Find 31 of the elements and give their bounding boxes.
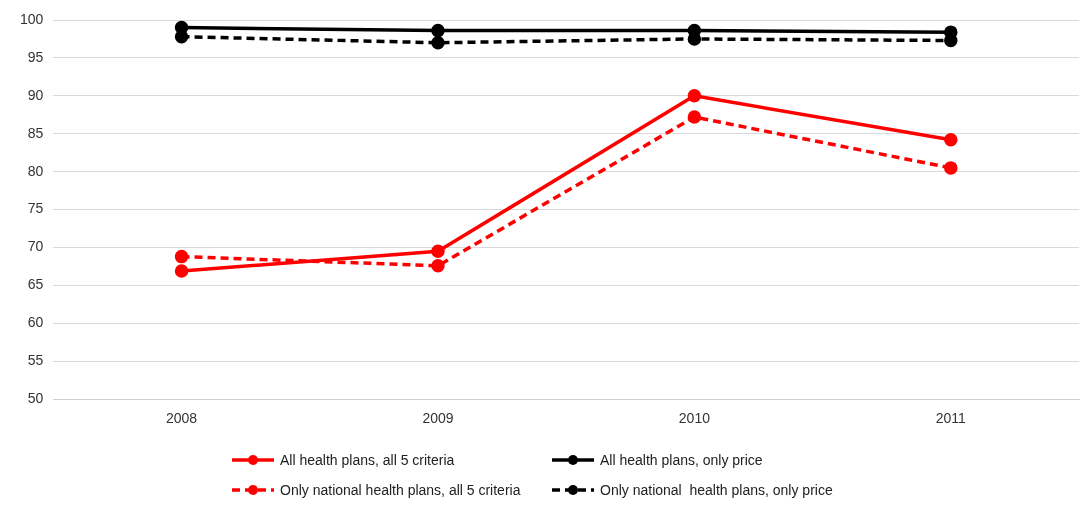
point: [944, 161, 958, 175]
legend-label: Only national health plans, all 5 criteria: [280, 482, 521, 498]
point: [174, 264, 189, 278]
point: [431, 23, 445, 38]
y-tick-label: 65: [27, 276, 44, 293]
y-tick-label: 70: [27, 238, 44, 255]
y-tick-label: 100: [20, 10, 44, 27]
x-tick-label: 2011: [935, 410, 967, 427]
point: [431, 244, 445, 259]
y-tick-label: 90: [27, 86, 44, 103]
point: [431, 258, 445, 273]
y-tick-label: 80: [27, 162, 44, 179]
point: [174, 20, 189, 35]
x-tick-label: 2009: [422, 410, 454, 427]
point: [687, 89, 702, 103]
legend-label: All health plans, all 5 criteria: [280, 452, 455, 468]
y-tick-label: 85: [27, 124, 44, 141]
y-tick-label: 50: [27, 390, 44, 407]
x-tick-label: 2010: [678, 410, 711, 427]
point: [944, 25, 958, 39]
legend-label: All health plans, only price: [600, 452, 763, 468]
legend-label: Only national health plans, only price: [600, 482, 833, 498]
point: [174, 249, 189, 264]
point: [687, 110, 702, 124]
y-tick-label: 75: [27, 200, 44, 217]
y-tick-label: 95: [27, 48, 44, 65]
point: [431, 36, 445, 50]
x-tick-label: 2008: [165, 410, 198, 427]
y-tick-label: 55: [27, 352, 44, 369]
y-tick-label: 60: [27, 314, 44, 331]
point: [944, 133, 958, 147]
